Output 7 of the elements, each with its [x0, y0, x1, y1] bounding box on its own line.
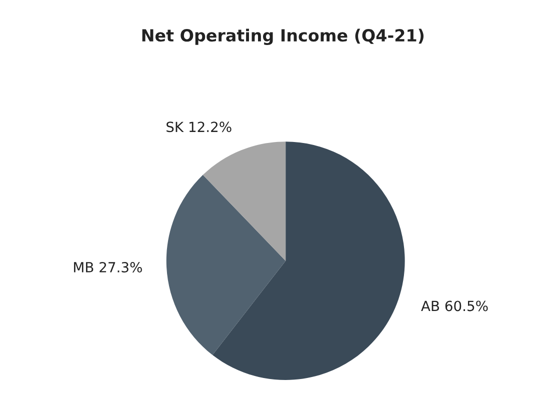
pie-slice: [202, 142, 286, 261]
pie-slice: [212, 142, 405, 380]
chart-title: Net Operating Income (Q4-21): [142, 28, 424, 45]
slice-label: AB 60.5%: [421, 300, 488, 312]
slice-label: SK 12.2%: [166, 122, 232, 132]
slice-label: MB 27.3%: [74, 262, 142, 272]
pie-slice: [166, 174, 286, 356]
